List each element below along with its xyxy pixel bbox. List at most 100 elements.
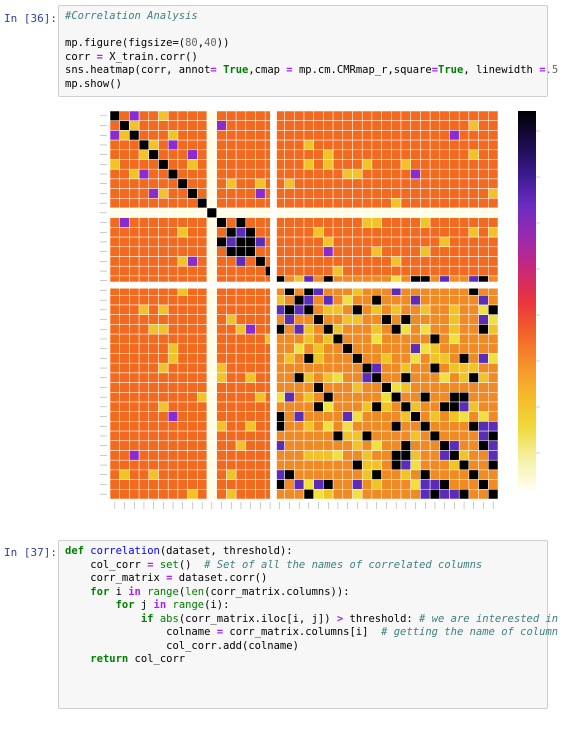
code-cell-37[interactable]: def correlation(dataset, threshold): col… bbox=[58, 540, 558, 709]
heatmap-cell bbox=[119, 110, 130, 121]
heatmap-cell bbox=[391, 343, 402, 354]
heatmap-cell bbox=[187, 217, 198, 228]
heatmap-cell bbox=[158, 246, 169, 257]
heatmap-cell bbox=[109, 430, 120, 442]
heatmap-cell bbox=[352, 198, 363, 209]
heatmap-cell bbox=[488, 168, 499, 180]
heatmap-cell bbox=[381, 246, 392, 257]
heatmap-cell bbox=[206, 440, 217, 451]
heatmap-cell bbox=[371, 382, 382, 393]
code-line: def correlation(dataset, threshold): bbox=[65, 545, 558, 559]
separator-vertical bbox=[270, 111, 277, 499]
heatmap-cell bbox=[439, 343, 450, 354]
code-line: #Correlation Analysis bbox=[65, 10, 558, 24]
heatmap-cell bbox=[391, 450, 402, 461]
heatmap-cell bbox=[197, 265, 208, 277]
heatmap-cell bbox=[129, 110, 140, 121]
heatmap-cell bbox=[420, 130, 431, 141]
heatmap-cell bbox=[235, 198, 247, 209]
heatmap-cell bbox=[323, 353, 334, 364]
heatmap-cell bbox=[371, 430, 382, 442]
heatmap-cell bbox=[129, 130, 140, 141]
heatmap-cell bbox=[488, 198, 499, 209]
heatmap-cell bbox=[245, 411, 256, 422]
heatmap-cell bbox=[226, 198, 237, 209]
heatmap-cell bbox=[177, 353, 188, 364]
heatmap-cell bbox=[255, 256, 266, 267]
heatmap-cell bbox=[119, 178, 130, 189]
heatmap-cell bbox=[197, 392, 208, 403]
heatmap-cell bbox=[400, 362, 411, 374]
heatmap-cell bbox=[468, 459, 479, 471]
heatmap-cell bbox=[158, 168, 169, 180]
heatmap-cell bbox=[361, 236, 373, 248]
heatmap-cell bbox=[323, 304, 334, 315]
heatmap-cell bbox=[235, 159, 247, 170]
heatmap-cell bbox=[342, 411, 353, 422]
heatmap-cell bbox=[235, 207, 247, 218]
heatmap-cell bbox=[187, 236, 198, 248]
heatmap-cell bbox=[410, 362, 421, 374]
heatmap-cell bbox=[148, 110, 159, 121]
heatmap-cell bbox=[158, 295, 169, 306]
heatmap-cell bbox=[342, 256, 353, 267]
code-cell-36[interactable]: #Correlation Analysis mp.figure(figsize=(… bbox=[58, 5, 558, 97]
heatmap-cell bbox=[129, 479, 140, 490]
code-token: () bbox=[178, 558, 205, 571]
heatmap-cell bbox=[332, 256, 344, 267]
heatmap-cell bbox=[313, 236, 324, 248]
heatmap-cell bbox=[361, 207, 373, 218]
heatmap-cell bbox=[371, 149, 382, 160]
heatmap-cell bbox=[458, 198, 470, 209]
heatmap-cell bbox=[167, 265, 179, 277]
heatmap-cell bbox=[391, 246, 402, 257]
heatmap-cell bbox=[381, 479, 392, 490]
heatmap-cell bbox=[187, 304, 198, 315]
code-line: mp.show() bbox=[65, 78, 558, 92]
heatmap-cell bbox=[313, 188, 324, 199]
code-token: = bbox=[166, 572, 173, 584]
heatmap-cell bbox=[458, 382, 470, 393]
heatmap-cell bbox=[206, 459, 217, 471]
heatmap-cell bbox=[167, 430, 179, 442]
heatmap-cell bbox=[226, 217, 237, 228]
heatmap-cell bbox=[226, 178, 237, 189]
heatmap-cell bbox=[138, 295, 150, 306]
heatmap-cell bbox=[177, 314, 188, 325]
heatmap-cell bbox=[458, 227, 470, 238]
heatmap-cell bbox=[342, 168, 353, 180]
heatmap-cell bbox=[129, 168, 140, 180]
code-token: range bbox=[147, 585, 179, 598]
heatmap-cell bbox=[119, 382, 130, 393]
heatmap-cell bbox=[429, 362, 441, 374]
heatmap-cell bbox=[439, 421, 450, 432]
code-cell-36-source[interactable]: #Correlation Analysis mp.figure(figsize=(… bbox=[65, 10, 558, 91]
heatmap-cell bbox=[410, 333, 421, 345]
code-token: threshold: bbox=[343, 612, 420, 625]
code-cell-37-source[interactable]: def correlation(dataset, threshold): col… bbox=[65, 545, 558, 667]
heatmap-cell bbox=[138, 372, 150, 383]
heatmap-cell bbox=[391, 324, 402, 335]
heatmap-cell bbox=[429, 198, 441, 209]
heatmap-cell bbox=[294, 120, 305, 131]
heatmap-cell bbox=[167, 256, 179, 267]
heatmap-cell bbox=[119, 430, 130, 442]
colorbar bbox=[518, 111, 536, 489]
heatmap-cell bbox=[468, 227, 479, 238]
heatmap-cell bbox=[148, 469, 159, 480]
heatmap-cell bbox=[488, 207, 499, 218]
heatmap-cell bbox=[303, 198, 314, 209]
heatmap-cell bbox=[129, 440, 140, 451]
code-token: i bbox=[109, 585, 129, 598]
heatmap-cell bbox=[197, 353, 208, 364]
heatmap-cell bbox=[158, 459, 169, 471]
heatmap-cell bbox=[216, 159, 227, 170]
heatmap-cell bbox=[129, 382, 140, 393]
heatmap-cell bbox=[129, 343, 140, 354]
heatmap-cell bbox=[235, 120, 247, 131]
heatmap-cell bbox=[361, 314, 373, 325]
heatmap-cell bbox=[439, 459, 450, 471]
heatmap-cell bbox=[332, 353, 344, 364]
heatmap-cell bbox=[381, 314, 392, 325]
heatmap-cell bbox=[313, 469, 324, 480]
